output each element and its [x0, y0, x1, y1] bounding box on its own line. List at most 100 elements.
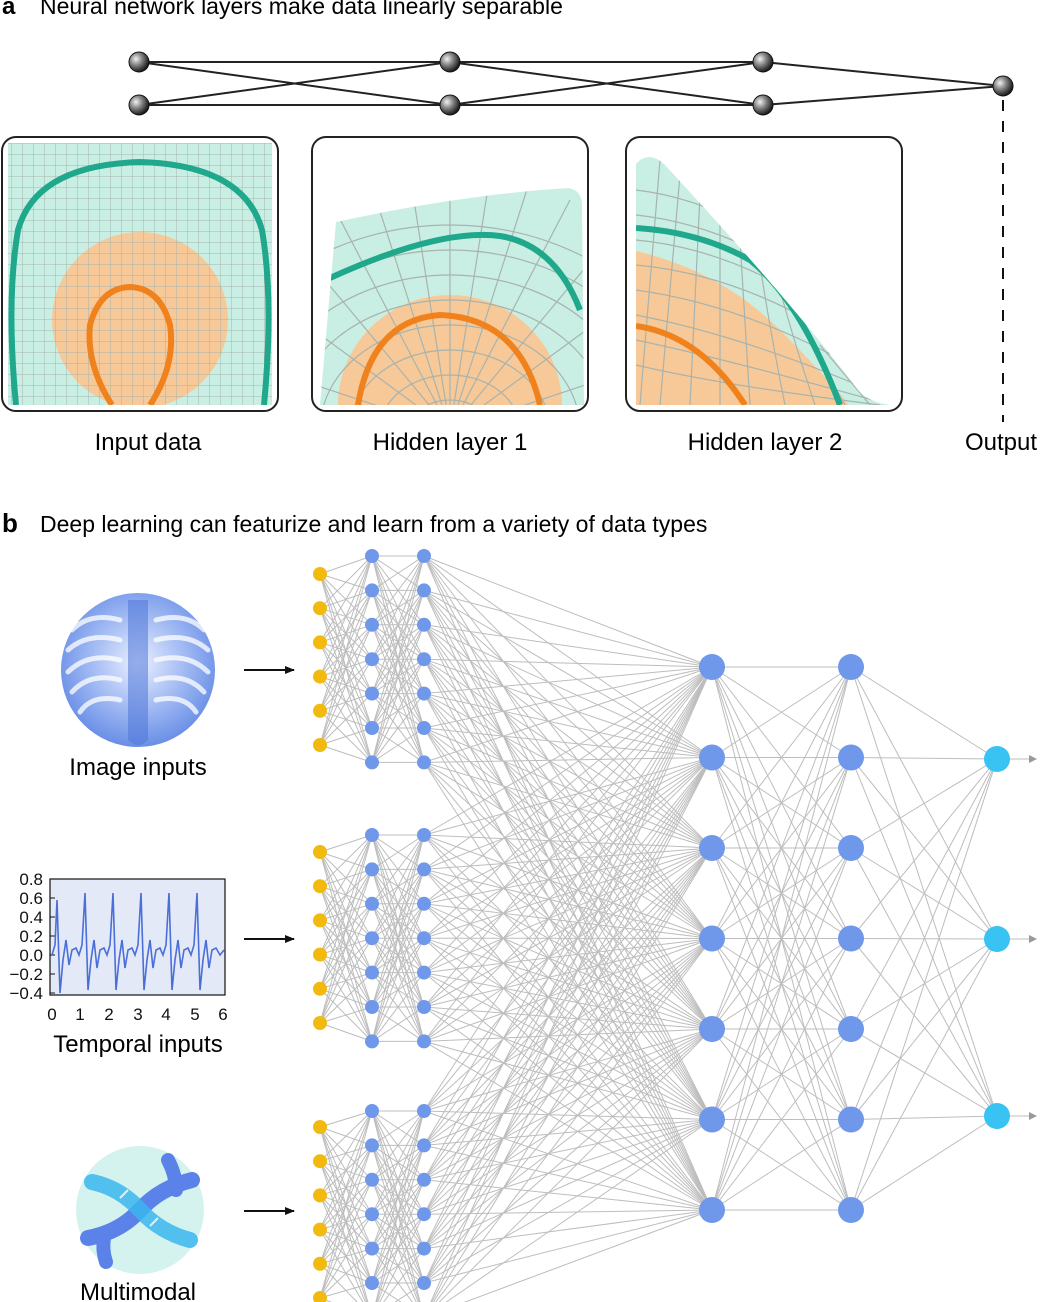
edge [319, 744, 373, 763]
edge [850, 666, 998, 1117]
edge [371, 834, 425, 1042]
edge [423, 1028, 713, 1146]
dense-node [838, 654, 864, 680]
edge [423, 666, 713, 1181]
hidden-layer-2-box [625, 136, 903, 412]
edge [423, 555, 713, 939]
edge [711, 1119, 852, 1211]
edge [319, 903, 373, 1024]
edge [371, 727, 425, 763]
edge [319, 834, 373, 955]
edge [423, 757, 713, 974]
edge [423, 757, 713, 1284]
edge [371, 834, 425, 905]
edge [423, 757, 713, 905]
input-node [313, 567, 327, 581]
panel-a-letter: a [2, 0, 16, 20]
edge [423, 757, 713, 1249]
edge [319, 1282, 373, 1299]
edge [850, 757, 998, 1117]
edge [319, 1110, 373, 1196]
edge [371, 555, 425, 660]
y-tick: −0.4 [9, 984, 43, 1003]
node-ball [439, 94, 461, 116]
input-node [313, 845, 327, 859]
edge [423, 666, 713, 1249]
edge [423, 1110, 713, 1211]
edge [371, 1110, 425, 1146]
input-node [313, 635, 327, 650]
edge [423, 1040, 713, 1120]
edge [423, 938, 713, 974]
hidden-node [365, 931, 379, 946]
edge [432, 847, 713, 1302]
edge [423, 972, 713, 1211]
edge [319, 1110, 373, 1230]
edge [423, 847, 713, 1112]
hidden-node [365, 1138, 379, 1153]
input-node [313, 669, 327, 684]
input-node [313, 947, 327, 962]
edge [371, 555, 425, 763]
edge [423, 666, 713, 1008]
edge [423, 903, 713, 1120]
edge [423, 1119, 713, 1181]
edge [423, 666, 713, 905]
edge [423, 938, 713, 1008]
edge [423, 1110, 713, 1120]
edge [423, 847, 713, 1008]
small-network [128, 51, 1014, 422]
edge [319, 1110, 373, 1299]
hidden-node [417, 965, 431, 980]
edge [423, 666, 713, 729]
edge [319, 1248, 373, 1299]
edge [850, 757, 998, 760]
edge [319, 834, 373, 853]
edge [423, 847, 713, 1181]
dense-node [699, 1197, 725, 1223]
edge [371, 1110, 425, 1249]
edge [423, 757, 713, 1008]
edge [319, 555, 373, 643]
edge [319, 834, 373, 887]
ecg-signal-line [51, 892, 225, 994]
edge [319, 624, 373, 746]
edge [423, 938, 713, 1181]
edge [423, 938, 713, 1249]
edge [371, 555, 425, 694]
edge [423, 1028, 713, 1112]
edge [423, 1144, 713, 1211]
edge [423, 658, 713, 668]
input-node [313, 738, 327, 752]
dense-node [699, 835, 725, 861]
output-node [984, 926, 1010, 952]
y-tick: 0.6 [19, 889, 43, 908]
label-output: Output [965, 429, 1037, 456]
hidden-node [417, 828, 431, 842]
edge [423, 666, 713, 763]
edge [423, 666, 713, 973]
label-hidden-layer-2: Hidden layer 2 [688, 429, 843, 456]
edge [711, 757, 852, 1211]
edge [319, 1022, 373, 1042]
edge [371, 834, 425, 870]
edge [423, 834, 713, 1120]
input-data-box [1, 136, 279, 412]
label-temporal-inputs: Temporal inputs [53, 1031, 222, 1058]
edge [423, 847, 713, 1042]
panel-b-letter: b [2, 508, 18, 538]
edge [850, 938, 998, 1117]
hidden-node [365, 721, 379, 735]
panel-a-title: Neural network layers make data linearly… [40, 0, 563, 19]
input-node [313, 913, 327, 928]
edge [423, 1209, 713, 1215]
edge [423, 624, 713, 849]
edge [423, 757, 713, 939]
edge [423, 1028, 713, 1042]
input-node [313, 1256, 327, 1271]
edge [423, 938, 713, 1112]
edge [423, 847, 713, 1249]
node-ball [992, 75, 1014, 97]
input-node [313, 1016, 327, 1030]
edge [463, 1209, 713, 1302]
